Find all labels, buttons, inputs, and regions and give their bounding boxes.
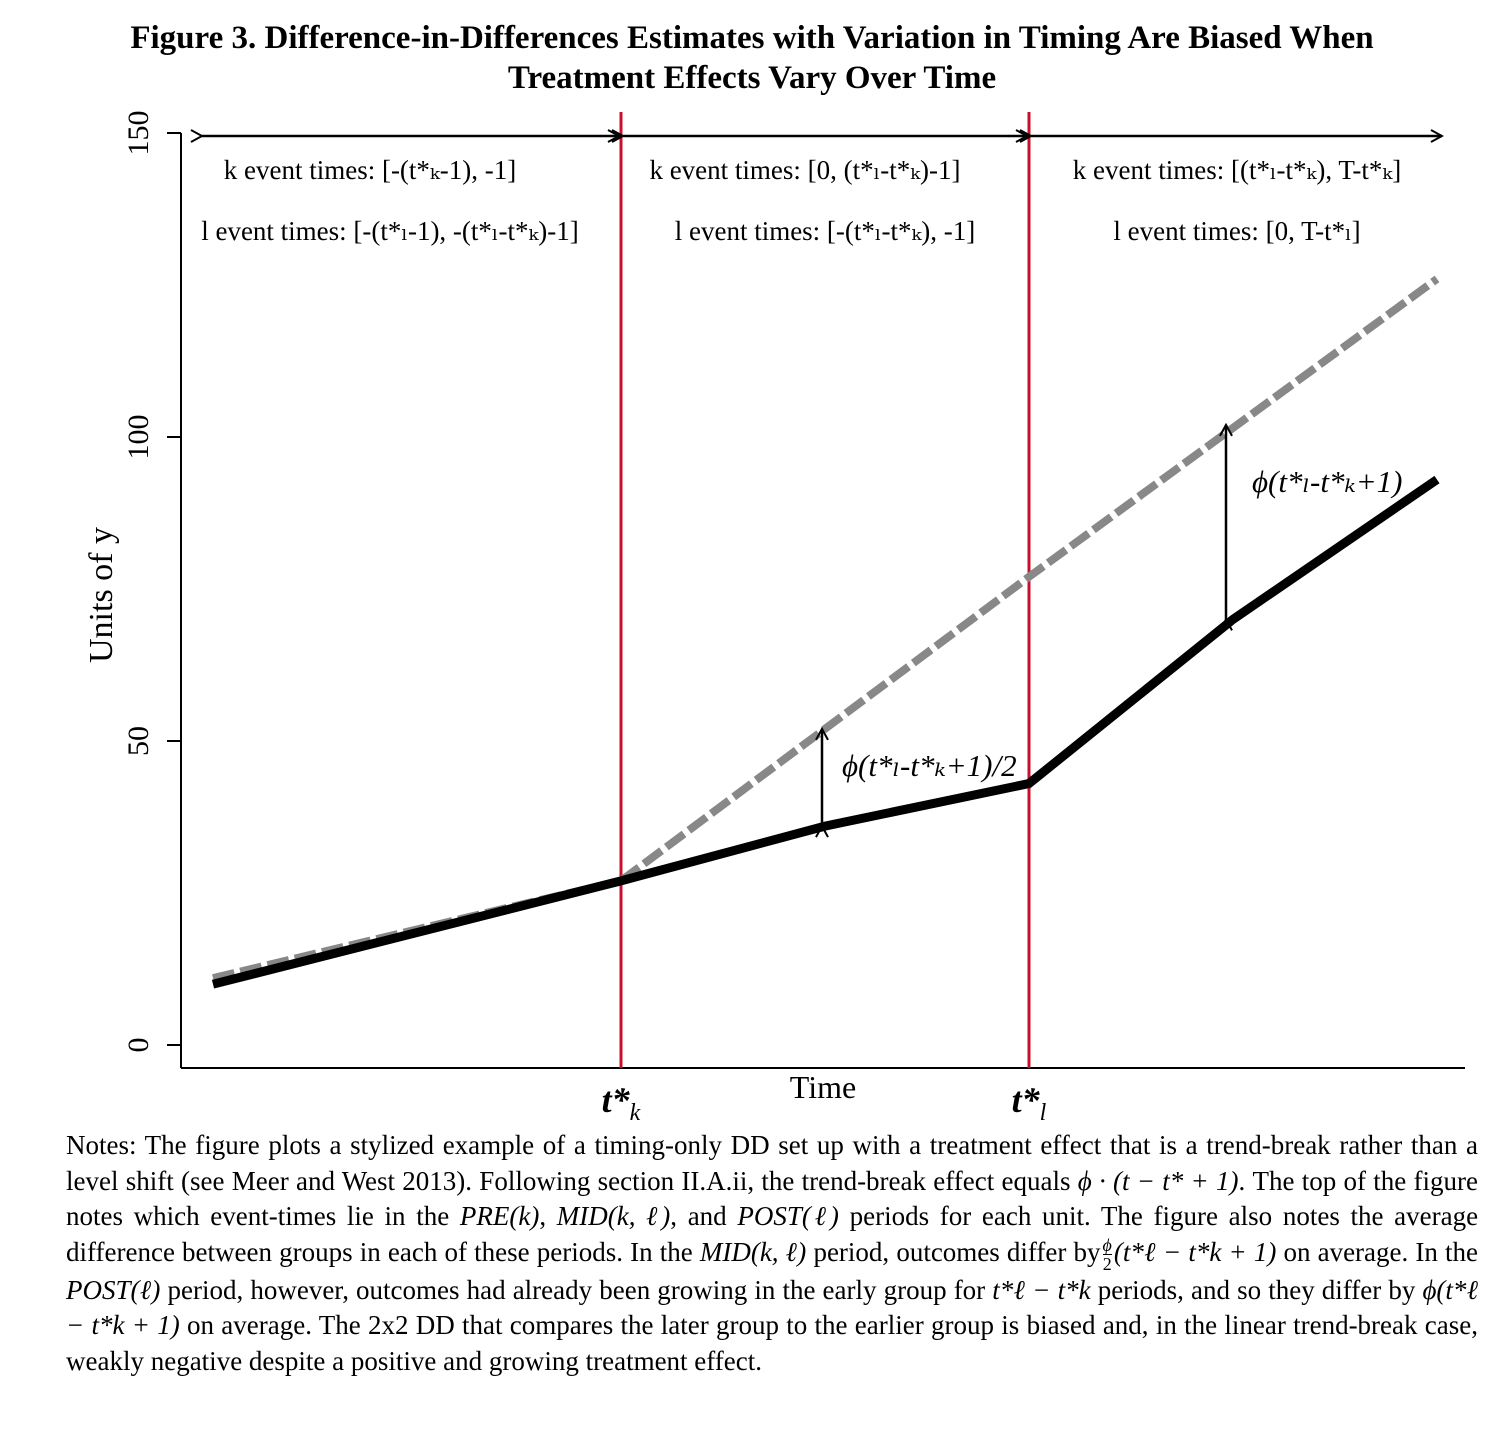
notes-text-2: . The top of the figure notes which even… bbox=[66, 1165, 1478, 1232]
figure-title: Figure 3. Difference-in-Differences Esti… bbox=[0, 18, 1504, 98]
notes-text-8: period, however, outcomes had already be… bbox=[167, 1274, 986, 1305]
period-l-text-3: l event times: [0, T-t*ₗ] bbox=[1113, 216, 1360, 246]
notes-text-6: period, outcomes differ by bbox=[813, 1236, 1101, 1267]
title-line-1: Figure 3. Difference-in-Differences Esti… bbox=[130, 20, 1374, 56]
period-l-text-1: l event times: [-(t*ₗ-1), -(t*ₗ-t*ₖ)-1] bbox=[201, 216, 579, 246]
title-line-2: Treatment Effects Vary Over Time bbox=[507, 60, 997, 96]
notes-math-1: ϕ · (t − t* + 1) bbox=[1077, 1165, 1239, 1196]
notes-math-9: ϕ(t*ℓ − t*k + 1) bbox=[66, 1274, 1479, 1341]
notes-text-10: on average. The 2x2 DD that compares the… bbox=[66, 1310, 1478, 1376]
x-axis-label: Time bbox=[790, 1069, 856, 1105]
notes-math-3: MID(k, ℓ) bbox=[556, 1201, 671, 1231]
y-tick-label: 0 bbox=[122, 1038, 155, 1053]
notes-text-9: periods, and so they differ by bbox=[1097, 1274, 1416, 1305]
notes-math-8: t*ℓ − t*k bbox=[992, 1274, 1091, 1305]
series bbox=[211, 275, 1440, 989]
period-l-text-2: l event times: [-(t*ₗ-t*ₖ), -1] bbox=[675, 216, 976, 246]
fraction-numerator: ϕ bbox=[1102, 1234, 1112, 1255]
vline-label-2: t*l bbox=[1012, 1080, 1047, 1126]
chart: 0 50 100 150 Units of y Time t*k t*l k event t… bbox=[83, 111, 1465, 1126]
period-k-text-3: k event times: [(t*ₗ-t*ₖ), T-t*ₖ] bbox=[1073, 155, 1401, 185]
gap-label-1: ϕ(t*ₗ-t*ₖ+1)/2 bbox=[842, 748, 1017, 783]
notes-math-6: (t*ℓ − t*k + 1) bbox=[1113, 1236, 1277, 1267]
figure-notes: Notes: The figure plots a stylized examp… bbox=[66, 1128, 1478, 1379]
fraction-denominator: 2 bbox=[1102, 1253, 1112, 1274]
notes-text-1: Notes: The figure plots a stylized examp… bbox=[66, 1130, 1478, 1196]
axes: 0 50 100 150 Units of y Time bbox=[83, 111, 1465, 1105]
notes-math-5: MID(k, ℓ) bbox=[699, 1236, 807, 1267]
notes-text-3: , bbox=[539, 1201, 547, 1231]
vline-label-1: t*k bbox=[602, 1080, 641, 1126]
y-tick-label: 50 bbox=[122, 726, 155, 756]
gap-label-2: ϕ(t*ₗ-t*ₖ+1) bbox=[1252, 464, 1403, 499]
period-k-text-2: k event times: [0, (t*ₗ-t*ₖ)-1] bbox=[649, 155, 960, 185]
annotations: k event times: [-(t*ₖ-1), -1] l event tim… bbox=[201, 136, 1442, 826]
notes-math-4: POST(ℓ) bbox=[737, 1201, 839, 1231]
vertical-lines: t*k t*l bbox=[602, 112, 1047, 1126]
period-k-text-1: k event times: [-(t*ₖ-1), -1] bbox=[224, 155, 517, 185]
notes-text-5: periods for each unit. The figure also n… bbox=[66, 1201, 1479, 1267]
notes-text-4: , and bbox=[670, 1201, 727, 1231]
y-axis-label: Units of y bbox=[83, 527, 120, 663]
notes-text-7: on average. In the bbox=[1283, 1236, 1479, 1267]
notes-math-7: POST(ℓ) bbox=[66, 1274, 161, 1305]
notes-math-2: PRE(k) bbox=[459, 1201, 540, 1231]
y-tick-label: 150 bbox=[122, 111, 155, 156]
series-line-2 bbox=[211, 475, 1440, 989]
y-tick-label: 100 bbox=[122, 415, 155, 460]
series-line-1 bbox=[212, 275, 1440, 983]
